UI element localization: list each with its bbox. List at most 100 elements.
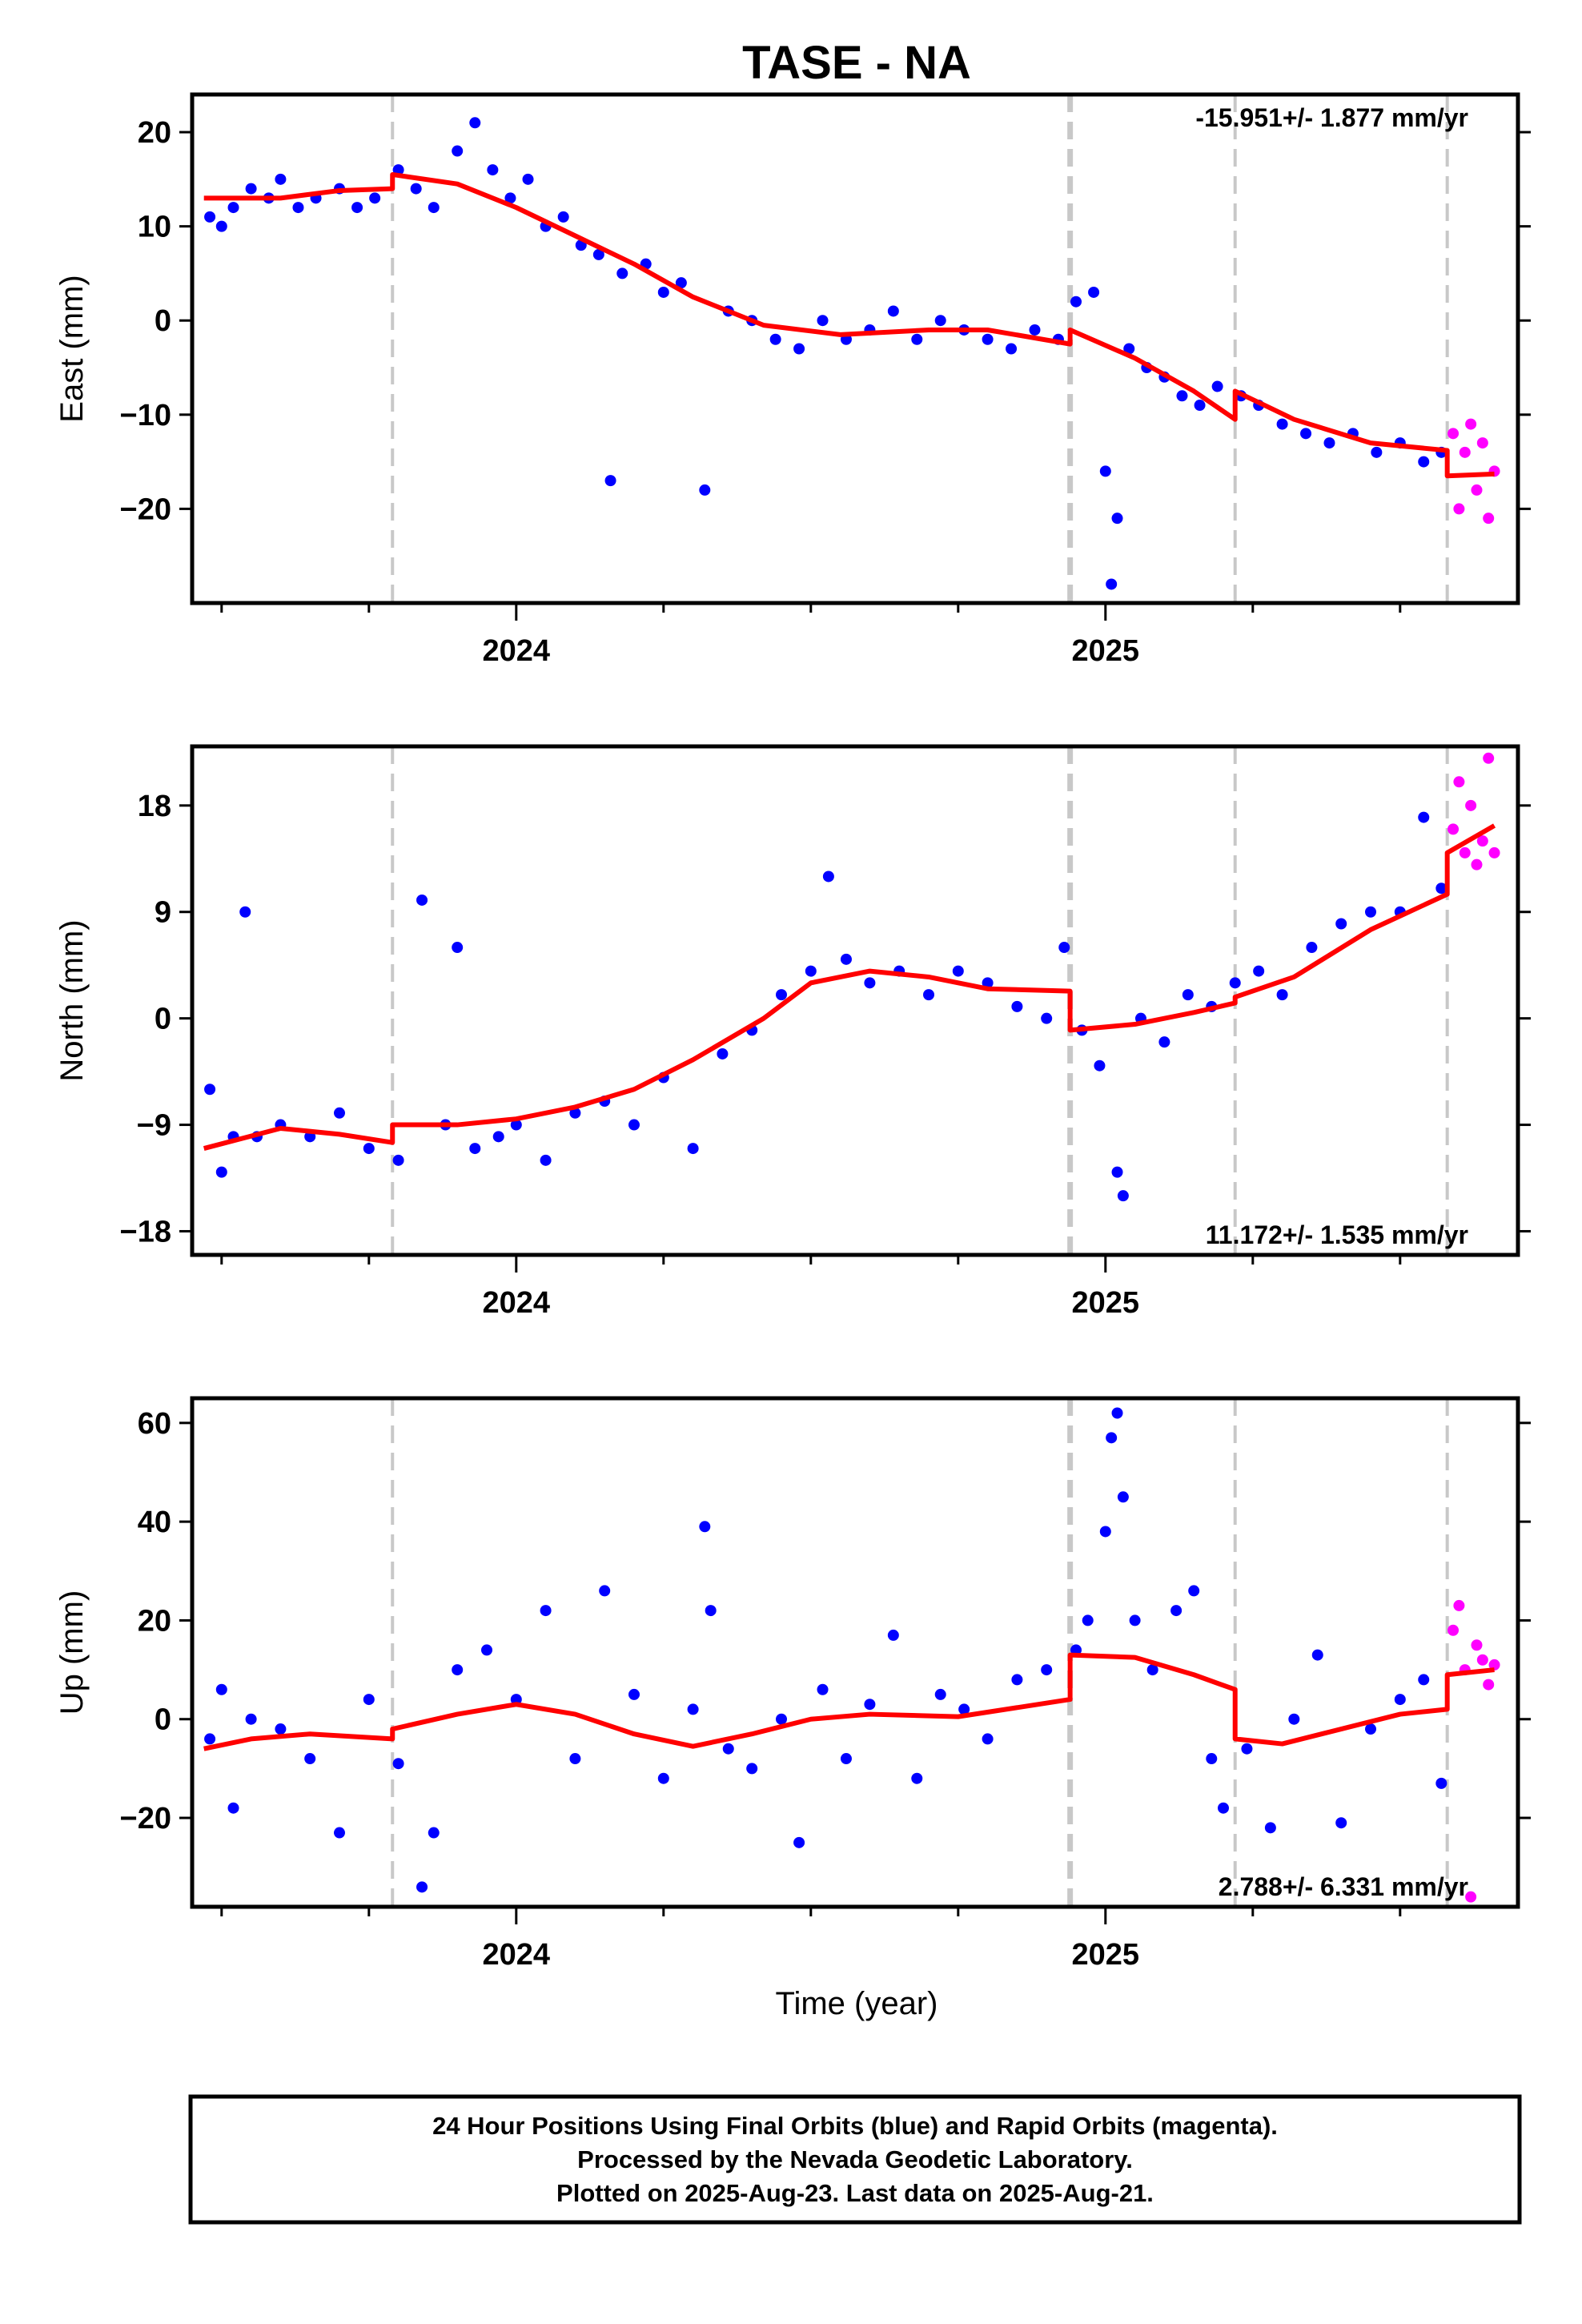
final-point xyxy=(1146,1664,1158,1676)
final-point xyxy=(275,173,287,185)
final-point xyxy=(746,1763,758,1775)
final-point xyxy=(1029,324,1041,336)
final-point xyxy=(215,220,227,232)
final-point xyxy=(275,1723,287,1735)
final-point xyxy=(1253,965,1265,977)
final-point xyxy=(1006,343,1018,355)
final-point xyxy=(1058,942,1070,954)
y-axis-label: East (mm) xyxy=(54,275,90,422)
final-point xyxy=(1158,1036,1170,1048)
final-point xyxy=(452,145,464,157)
y-tick-label: −20 xyxy=(120,493,171,526)
final-point xyxy=(657,1772,669,1784)
model-line xyxy=(203,823,1496,1151)
rapid-point xyxy=(1476,835,1488,847)
final-point xyxy=(1129,1614,1141,1626)
final-point xyxy=(1188,1585,1200,1597)
final-point xyxy=(481,1644,492,1656)
final-point xyxy=(1229,977,1241,989)
y-tick-label: 60 xyxy=(138,1407,171,1441)
final-point xyxy=(911,333,923,345)
final-point xyxy=(1011,1000,1023,1012)
rapid-point xyxy=(1459,446,1471,458)
final-point xyxy=(705,1605,717,1617)
final-point xyxy=(363,1143,375,1155)
final-point xyxy=(304,1753,316,1765)
model-line xyxy=(203,1652,1495,1751)
final-point xyxy=(215,1166,227,1178)
final-point xyxy=(769,333,781,345)
final-point xyxy=(1194,400,1206,412)
rate-annotation: 2.788+/- 6.331 mm/yr xyxy=(1219,1872,1468,1901)
final-point xyxy=(504,192,516,204)
y-tick-label: 0 xyxy=(155,304,171,338)
final-point xyxy=(1099,1526,1111,1538)
final-point xyxy=(1094,1059,1106,1072)
final-point xyxy=(1306,942,1318,954)
final-point xyxy=(982,977,994,989)
x-tick-label: 2025 xyxy=(1072,634,1140,668)
y-tick-label: −10 xyxy=(120,399,171,432)
x-tick-label: 2024 xyxy=(483,1286,551,1320)
final-point xyxy=(840,1753,852,1765)
final-point xyxy=(628,1688,640,1700)
final-point xyxy=(540,1605,552,1617)
chart-title: TASE - NA xyxy=(742,37,971,89)
x-tick-label: 2024 xyxy=(483,634,551,668)
final-point xyxy=(793,343,805,355)
final-point xyxy=(887,1629,899,1641)
final-point xyxy=(982,333,994,345)
points-up xyxy=(204,1407,1500,1903)
final-point xyxy=(934,315,946,327)
final-point xyxy=(334,1827,345,1839)
final-point xyxy=(1335,918,1347,930)
y-tick-label: −20 xyxy=(120,1802,171,1835)
final-point xyxy=(657,286,669,298)
rapid-point xyxy=(1453,776,1465,788)
y-axis-label: North (mm) xyxy=(54,919,90,1081)
final-point xyxy=(569,1107,581,1119)
rapid-point xyxy=(1453,503,1465,515)
panels-group: 20 10 0 −10 −20 2024 2025 East (mm) -15.951+/- 1… xyxy=(54,92,1531,1972)
final-point xyxy=(1435,883,1447,895)
final-point xyxy=(699,484,711,496)
final-point xyxy=(1323,437,1335,449)
final-point xyxy=(239,906,251,918)
final-point xyxy=(452,1664,464,1676)
final-point xyxy=(245,1713,257,1725)
rapid-point xyxy=(1453,1599,1465,1611)
final-point xyxy=(292,202,304,214)
final-point xyxy=(410,183,422,195)
final-point xyxy=(1264,1822,1276,1834)
final-point xyxy=(1300,428,1312,440)
x-tick-label: 2025 xyxy=(1072,1286,1140,1320)
final-point xyxy=(540,1154,552,1166)
final-point xyxy=(227,202,239,214)
final-point xyxy=(699,1521,711,1533)
rapid-point xyxy=(1488,846,1500,858)
y-tick-label: 9 xyxy=(155,896,171,930)
final-point xyxy=(369,192,381,204)
final-point xyxy=(864,977,876,989)
final-point xyxy=(469,1143,481,1155)
rapid-point xyxy=(1471,484,1483,496)
final-point xyxy=(469,117,481,129)
rapid-point xyxy=(1465,1891,1477,1903)
final-point xyxy=(817,315,829,327)
rate-annotation: 11.172+/- 1.535 mm/yr xyxy=(1206,1220,1468,1249)
rapid-point xyxy=(1483,752,1495,764)
final-point xyxy=(793,1836,805,1848)
final-point xyxy=(1041,1664,1053,1676)
panel-north: 18 9 0 −9 −18 2024 2025 North (mm) 11.172+/- 1.5… xyxy=(54,744,1531,1320)
final-point xyxy=(1070,296,1082,308)
y-tick-label: 40 xyxy=(138,1506,171,1539)
panel-up: 60 40 20 0 −20 2024 2025 Up (mm) 2.788+/- 6.331 … xyxy=(54,1396,1531,1972)
final-point xyxy=(363,1694,375,1706)
footer-line-3: Plotted on 2025-Aug-23. Last data on 202… xyxy=(556,2179,1154,2207)
final-point xyxy=(923,989,934,1001)
y-tick-label: 20 xyxy=(138,1604,171,1638)
final-point xyxy=(1041,1012,1053,1024)
final-point xyxy=(1276,989,1288,1001)
points-east xyxy=(204,117,1500,590)
final-point xyxy=(1288,1713,1300,1725)
